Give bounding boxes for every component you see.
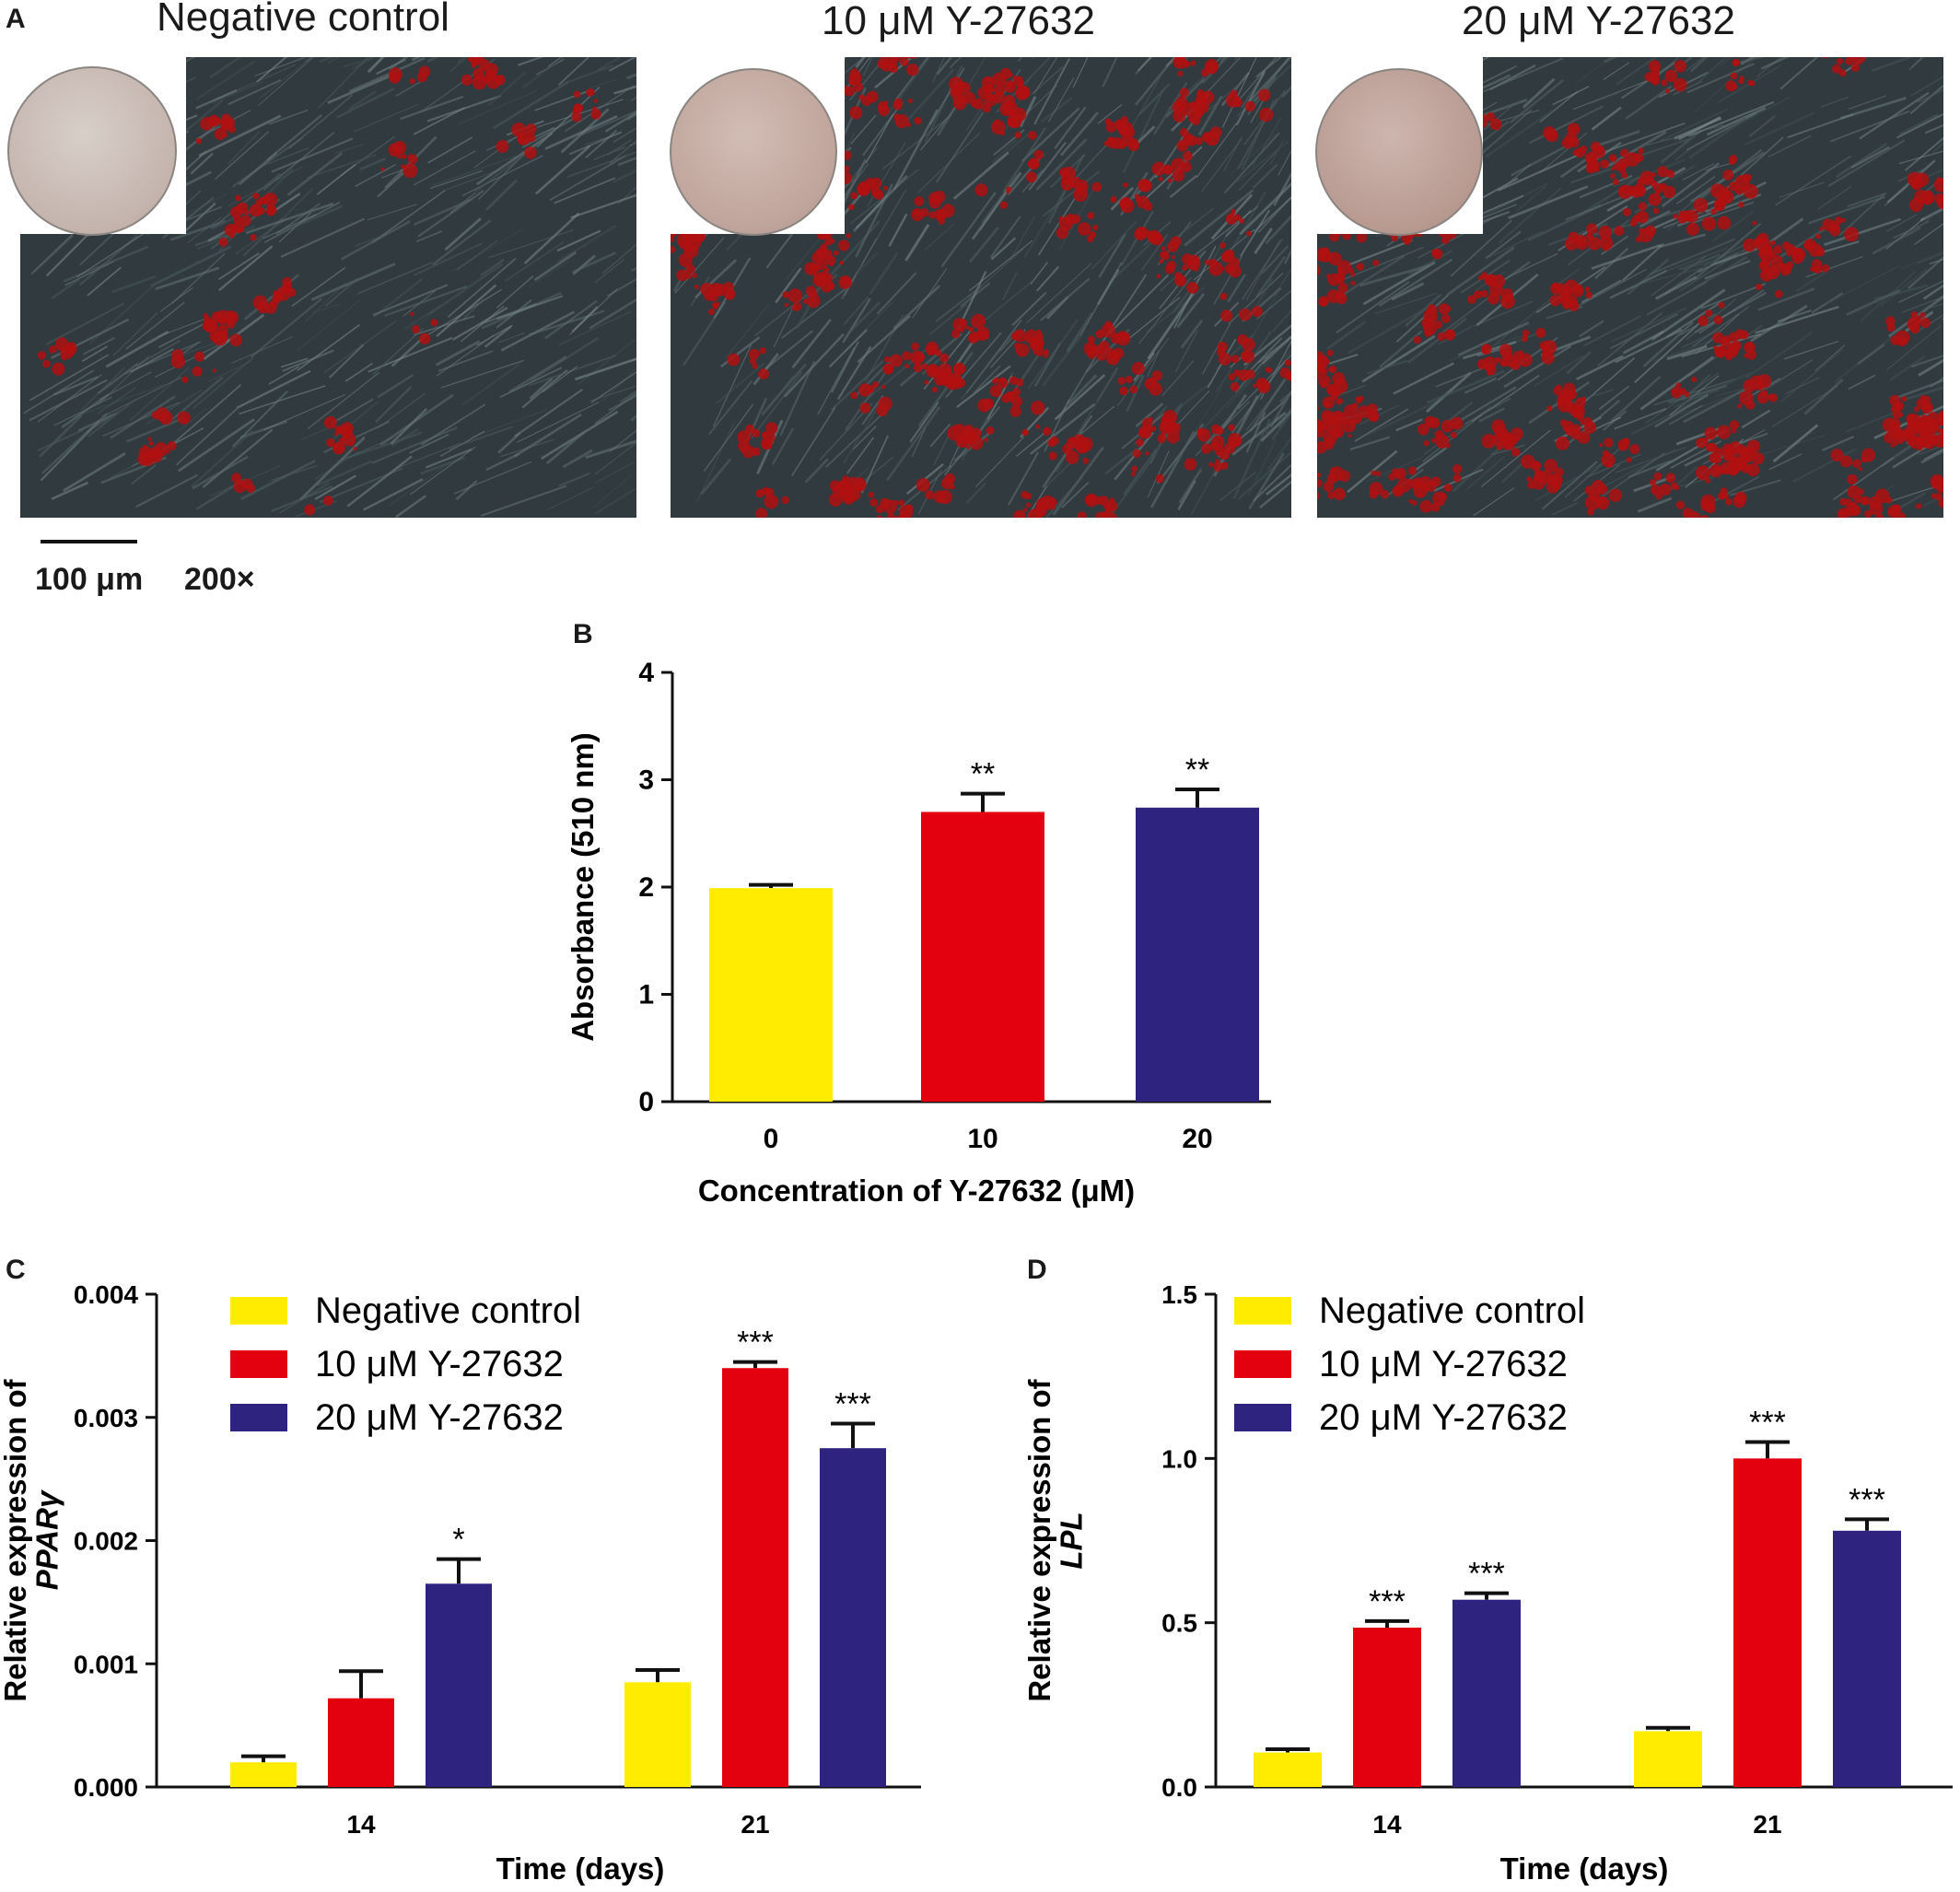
image-title-20um: 20 μM Y-27632 [1462, 0, 1735, 43]
bar [921, 812, 1044, 1102]
legend-swatch [1234, 1350, 1291, 1378]
chart-absorbance: 0 1 2 3 4 Absorbance (510 nm) Concentration of… [566, 658, 1271, 1208]
x-tick-label: 20 [1182, 1124, 1212, 1154]
bar [1634, 1731, 1702, 1787]
legend-label: Negative control [315, 1291, 581, 1331]
x-tick-label: 0 [764, 1124, 779, 1154]
legend-swatch [230, 1350, 287, 1378]
y-tick-label: 0.004 [74, 1280, 138, 1309]
inset-20um [1306, 46, 1483, 236]
legend-label: 20 μM Y-27632 [1319, 1397, 1568, 1438]
significance-marker: *** [1468, 1557, 1505, 1592]
x-axis-label: Time (days) [496, 1851, 665, 1886]
y-axis-label: Absorbance (510 nm) [566, 732, 600, 1042]
y-tick-label: 3 [638, 765, 654, 796]
culture-dish-image [7, 66, 177, 236]
culture-dish-image [1315, 68, 1483, 236]
bar [328, 1698, 394, 1787]
bar [709, 888, 833, 1102]
significance-marker: *** [1369, 1584, 1406, 1619]
bar [820, 1448, 886, 1787]
inset-10um [659, 46, 845, 236]
legend-swatch [1234, 1404, 1291, 1431]
bar [1136, 807, 1259, 1102]
legend: Negative control 10 μM Y-27632 20 μM Y-276… [1234, 1291, 1585, 1438]
y-tick-label: 1.5 [1161, 1280, 1197, 1309]
x-tick-label: 21 [1753, 1810, 1781, 1839]
significance-marker: * [452, 1523, 464, 1558]
inset-negative-control [0, 46, 186, 236]
panel-letter-d: D [1027, 1255, 1047, 1285]
y-tick-label: 4 [638, 658, 654, 688]
bar [1833, 1530, 1901, 1787]
magnification-label: 200× [184, 562, 255, 597]
x-axis-label: Concentration of Y-27632 (μM) [698, 1174, 1135, 1208]
y-tick-label: 1.0 [1161, 1444, 1197, 1473]
y-tick-label: 0.000 [74, 1773, 138, 1802]
bar [1733, 1458, 1802, 1787]
x-tick-label: 14 [346, 1810, 376, 1839]
significance-marker: *** [1849, 1482, 1885, 1517]
x-tick-label: 10 [967, 1124, 998, 1154]
x-axis-label: Time (days) [1500, 1851, 1669, 1886]
x-tick-label: 21 [741, 1810, 769, 1839]
cell-fibers [1318, 57, 1943, 517]
y-tick-label: 0 [638, 1087, 654, 1117]
y-tick-label: 1 [638, 980, 654, 1010]
y-tick-label: 0.003 [74, 1404, 138, 1432]
axes: 0.0 0.5 1.0 1.5 [1161, 1280, 1953, 1802]
image-title-10um: 10 μM Y-27632 [822, 0, 1095, 43]
significance-marker: *** [834, 1386, 871, 1421]
significance-marker: ** [1185, 753, 1209, 788]
legend-swatch [230, 1297, 287, 1325]
culture-dish-image [670, 68, 837, 236]
x-tick-label: 14 [1372, 1810, 1402, 1839]
y-tick-label: 0.001 [74, 1650, 138, 1678]
bar [426, 1583, 492, 1787]
chart-pparg-expression: 0.000 0.001 0.002 0.003 0.004 Relative expres… [0, 1280, 921, 1886]
bar [230, 1762, 297, 1787]
y-tick-label: 2 [638, 872, 654, 903]
legend-swatch [230, 1404, 287, 1431]
legend-label: 10 μM Y-27632 [315, 1344, 564, 1384]
legend-label: 20 μM Y-27632 [315, 1397, 564, 1438]
bar [624, 1682, 691, 1787]
y-tick-label: 0.0 [1161, 1773, 1197, 1802]
y-axis-label: Relative expression ofLPL [1022, 1378, 1089, 1701]
y-axis-label: Relative expression ofPPARγ [0, 1378, 64, 1701]
y-tick-label: 0.002 [74, 1527, 138, 1556]
significance-marker: *** [737, 1326, 774, 1361]
y-tick-label: 0.5 [1161, 1609, 1197, 1638]
legend-label: Negative control [1319, 1291, 1585, 1331]
bar [1353, 1628, 1421, 1787]
axes: 0.000 0.001 0.002 0.003 0.004 [74, 1280, 921, 1802]
chart-lpl-expression: 0.0 0.5 1.0 1.5 Relative expression ofLPL Tim… [1022, 1280, 1953, 1886]
legend-swatch [1234, 1297, 1291, 1325]
panel-letter-b: B [573, 619, 593, 649]
significance-marker: *** [1749, 1406, 1786, 1441]
scale-bar [41, 540, 137, 543]
legend: Negative control 10 μM Y-27632 20 μM Y-276… [230, 1291, 581, 1438]
significance-marker: ** [971, 757, 995, 792]
panel-letter-a: A [6, 4, 26, 34]
legend-label: 10 μM Y-27632 [1319, 1344, 1568, 1384]
scale-bar-label: 100 μm [35, 562, 144, 597]
bar [1254, 1752, 1322, 1787]
bar [1452, 1599, 1521, 1787]
panel-letter-c: C [6, 1255, 26, 1285]
image-title-negative-control: Negative control [157, 0, 449, 40]
bar [722, 1368, 788, 1787]
